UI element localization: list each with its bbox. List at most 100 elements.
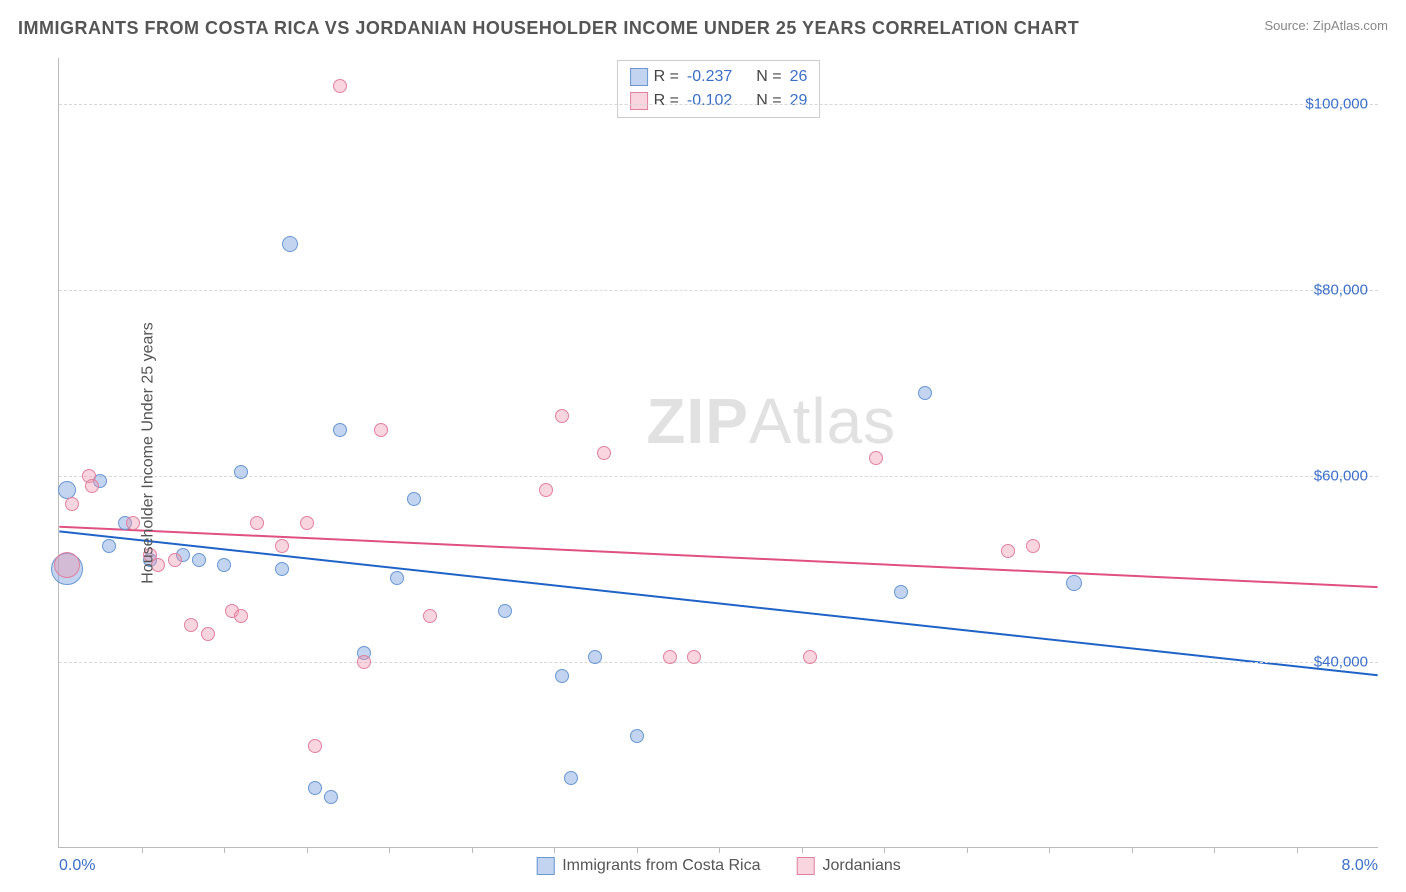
data-point[interactable] [918, 386, 932, 400]
watermark-bold: ZIP [646, 385, 749, 457]
legend-r-label: R = [654, 89, 679, 113]
y-tick-label: $80,000 [1314, 282, 1368, 299]
legend-swatch [630, 92, 648, 110]
x-axis-min-label: 0.0% [59, 857, 95, 875]
legend-n-label: N = [756, 89, 781, 113]
data-point[interactable] [390, 571, 404, 585]
series-legend-item: Jordanians [796, 857, 900, 875]
x-tick-mark [307, 847, 308, 853]
x-tick-mark [389, 847, 390, 853]
data-point[interactable] [201, 627, 215, 641]
data-point[interactable] [85, 479, 99, 493]
x-tick-mark [1214, 847, 1215, 853]
x-tick-mark [224, 847, 225, 853]
data-point[interactable] [869, 451, 883, 465]
data-point[interactable] [234, 609, 248, 623]
x-tick-mark [142, 847, 143, 853]
data-point[interactable] [217, 558, 231, 572]
data-point[interactable] [498, 604, 512, 618]
data-point[interactable] [894, 585, 908, 599]
legend-r-value: -0.237 [687, 65, 732, 89]
data-point[interactable] [588, 650, 602, 664]
chart-container: ZIPAtlas R =-0.237N =26R =-0.102N =29 0.… [58, 58, 1378, 848]
legend-swatch [796, 857, 814, 875]
data-point[interactable] [803, 650, 817, 664]
data-point[interactable] [555, 409, 569, 423]
data-point[interactable] [539, 483, 553, 497]
x-tick-mark [554, 847, 555, 853]
data-point[interactable] [423, 609, 437, 623]
data-point[interactable] [65, 497, 79, 511]
trend-lines [59, 58, 1378, 847]
data-point[interactable] [333, 79, 347, 93]
legend-n-value: 26 [790, 65, 808, 89]
data-point[interactable] [1026, 539, 1040, 553]
legend-r-label: R = [654, 65, 679, 89]
data-point[interactable] [126, 516, 140, 530]
source-prefix: Source: [1264, 18, 1312, 33]
x-tick-mark [472, 847, 473, 853]
x-tick-mark [637, 847, 638, 853]
data-point[interactable] [308, 781, 322, 795]
y-tick-label: $40,000 [1314, 654, 1368, 671]
source-credit: Source: ZipAtlas.com [1264, 18, 1388, 33]
data-point[interactable] [357, 655, 371, 669]
plot-area: ZIPAtlas R =-0.237N =26R =-0.102N =29 0.… [58, 58, 1378, 848]
legend-swatch [630, 68, 648, 86]
data-point[interactable] [374, 423, 388, 437]
legend-n-label: N = [756, 65, 781, 89]
watermark-rest: Atlas [749, 385, 896, 457]
x-tick-mark [1049, 847, 1050, 853]
legend-r-value: -0.102 [687, 89, 732, 113]
data-point[interactable] [275, 562, 289, 576]
data-point[interactable] [597, 446, 611, 460]
gridline [59, 290, 1378, 291]
data-point[interactable] [275, 539, 289, 553]
data-point[interactable] [564, 771, 578, 785]
trend-line [59, 531, 1377, 675]
x-tick-mark [884, 847, 885, 853]
gridline [59, 662, 1378, 663]
watermark: ZIPAtlas [646, 384, 896, 458]
data-point[interactable] [333, 423, 347, 437]
x-tick-mark [1297, 847, 1298, 853]
x-axis-max-label: 8.0% [1342, 857, 1378, 875]
y-tick-label: $60,000 [1314, 468, 1368, 485]
data-point[interactable] [308, 739, 322, 753]
data-point[interactable] [630, 729, 644, 743]
data-point[interactable] [168, 553, 182, 567]
data-point[interactable] [234, 465, 248, 479]
correlation-legend: R = -0.237 N = 26 R = -0.102 N = 29 [617, 60, 821, 118]
gridline [59, 104, 1378, 105]
x-tick-mark [802, 847, 803, 853]
legend-swatch [536, 857, 554, 875]
gridline [59, 476, 1378, 477]
series-legend: Immigrants from Costa Rica Jordanians [536, 857, 901, 875]
series-name: Jordanians [822, 857, 900, 875]
legend-n-value: 29 [790, 89, 808, 113]
data-point[interactable] [300, 516, 314, 530]
data-point[interactable] [184, 618, 198, 632]
data-point[interactable] [192, 553, 206, 567]
data-point[interactable] [54, 552, 80, 578]
source-link[interactable]: ZipAtlas.com [1313, 18, 1388, 33]
y-axis-label: Householder Income Under 25 years [140, 322, 158, 583]
trend-line [59, 527, 1377, 587]
data-point[interactable] [407, 492, 421, 506]
data-point[interactable] [687, 650, 701, 664]
y-tick-label: $100,000 [1305, 96, 1368, 113]
data-point[interactable] [1066, 575, 1082, 591]
legend-row: R = -0.237 N = 26 [630, 65, 808, 89]
data-point[interactable] [1001, 544, 1015, 558]
data-point[interactable] [663, 650, 677, 664]
x-tick-mark [1132, 847, 1133, 853]
chart-title: IMMIGRANTS FROM COSTA RICA VS JORDANIAN … [18, 18, 1079, 39]
x-tick-mark [967, 847, 968, 853]
series-name: Immigrants from Costa Rica [562, 857, 760, 875]
data-point[interactable] [555, 669, 569, 683]
data-point[interactable] [282, 236, 298, 252]
x-tick-mark [719, 847, 720, 853]
data-point[interactable] [324, 790, 338, 804]
data-point[interactable] [102, 539, 116, 553]
data-point[interactable] [250, 516, 264, 530]
